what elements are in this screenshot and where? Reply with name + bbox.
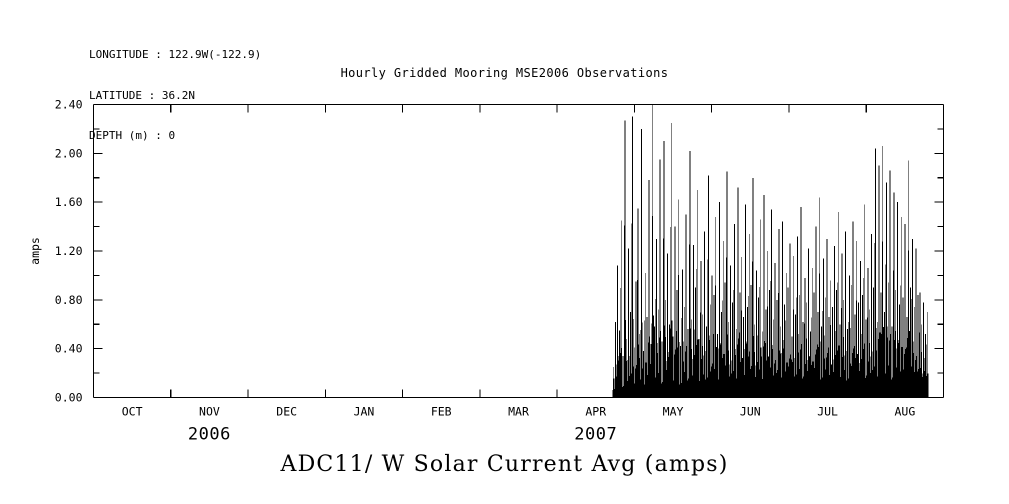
x-tick-label: MAR [508, 405, 529, 419]
x-tick-label: OCT [122, 405, 143, 419]
longitude-text: LONGITUDE : 122.9W(-122.9) [89, 48, 262, 61]
x-tick-label: APR [585, 405, 606, 419]
y-axis-title-group: amps [28, 237, 42, 265]
plot-caption: ADC11/ W Solar Current Avg (amps) [280, 452, 729, 477]
x-tick-label: AUG [894, 405, 915, 419]
y-axis-title: amps [28, 237, 42, 265]
data-series-spikes [612, 104, 929, 398]
y-tick-label: 2.40 [55, 98, 83, 112]
x-tick-label: JUL [817, 405, 838, 419]
latitude-text: LATITUDE : 36.2N [89, 88, 195, 102]
year-label: 2006 [188, 425, 231, 445]
y-axis-ticks [93, 103, 944, 399]
y-tick-label: 1.20 [55, 244, 83, 258]
y-tick-label: 0.00 [55, 391, 83, 405]
y-tick-label: 1.60 [55, 195, 83, 209]
y-tick-label: 2.00 [55, 146, 83, 160]
plot-title: Hourly Gridded Mooring MSE2006 Observati… [340, 66, 669, 80]
x-axis-tick-labels: OCT NOV DEC JAN FEB MAR APR MAY JUN JUL AUG [122, 405, 916, 419]
y-tick-label: 0.80 [55, 293, 83, 307]
x-tick-label: MAY [663, 405, 684, 419]
year-labels: 2006 2007 [188, 425, 617, 445]
year-label: 2007 [574, 425, 617, 445]
y-tick-label: 0.40 [55, 342, 83, 356]
depth-text: DEPTH (m) : 0 [89, 129, 176, 142]
plot-frame [92, 103, 945, 399]
x-tick-label: NOV [199, 405, 220, 419]
metadata-header: LONGITUDE : 122.9W(-122.9) LATITUDE : 36… [89, 21, 261, 156]
x-tick-label: FEB [431, 405, 452, 419]
x-tick-label: JUN [740, 405, 761, 419]
x-tick-label: JAN [354, 405, 375, 419]
y-axis-tick-labels: 0.00 0.40 0.80 1.20 1.60 2.00 2.40 [55, 98, 83, 405]
x-tick-label: DEC [276, 405, 297, 419]
